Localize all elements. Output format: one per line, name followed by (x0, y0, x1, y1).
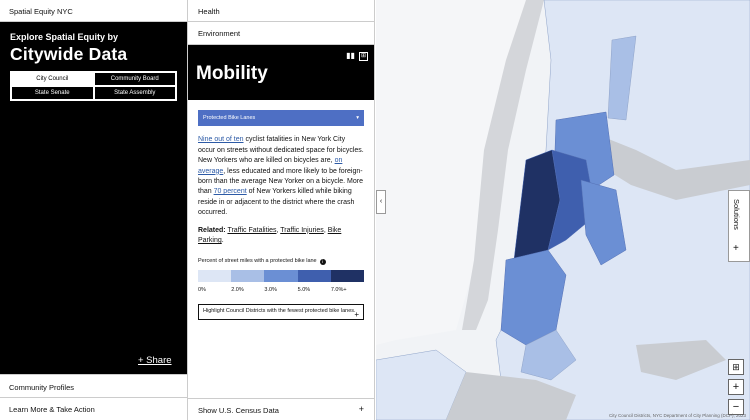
related-traffic-fatalities[interactable]: Traffic Fatalities (227, 226, 277, 234)
plus-icon: + (733, 243, 739, 254)
link-70-percent[interactable]: 70 percent (213, 188, 247, 196)
census-data-toggle[interactable]: Show U.S. Census Data + (188, 398, 374, 420)
legend-swatch (297, 269, 331, 282)
hudson-river (462, 0, 544, 330)
metric-description: Nine out of ten cyclist fatalities in Ne… (198, 135, 364, 218)
zoom-in-button[interactable]: + (728, 379, 744, 395)
related-links: Related: Traffic Fatalities, Traffic Inj… (198, 226, 342, 245)
legend-swatch (231, 269, 265, 282)
district-bronx-west (607, 35, 637, 121)
geography-selector: City Council Community Board State Senat… (10, 71, 177, 101)
info-icon[interactable]: i (319, 258, 326, 265)
metric-body: Protected Bike Lanes ▾ Nine out of ten c… (188, 100, 374, 330)
solutions-button[interactable]: Solutions + (728, 190, 750, 262)
section-header: ▮▮ ⊞ Mobility (188, 45, 374, 100)
description-text-3: of New Yorkers killed while biking resid… (198, 188, 355, 217)
geo-city-council-button[interactable]: City Council (11, 72, 94, 86)
left-panel: Spatial Equity NYC Explore Spatial Equit… (0, 0, 187, 420)
district-east-side (547, 149, 597, 251)
related-traffic-injuries[interactable]: Traffic Injuries (280, 226, 324, 234)
zoom-out-button[interactable]: − (728, 399, 744, 415)
legend-label: 7.0%+ (330, 286, 347, 293)
district-map[interactable] (376, 0, 750, 420)
nj-land (376, 0, 526, 345)
hero-subtitle: Explore Spatial Equity by (10, 32, 119, 42)
description-text-1: cyclist fatalities in New York City occu… (198, 136, 364, 165)
collapse-panel-button[interactable]: ‹ (376, 190, 386, 214)
highlight-districts-toggle[interactable]: Highlight Council Districts with the few… (198, 304, 364, 320)
bar-chart-icon[interactable]: ▮▮ (346, 51, 355, 60)
community-profiles-link[interactable]: Community Profiles (0, 374, 187, 398)
related-bike-parking[interactable]: Bike Parking (198, 226, 342, 245)
section-title: Mobility (196, 63, 268, 84)
district-queens-west (580, 179, 627, 266)
legend-label: 3.0% (264, 286, 277, 293)
plus-icon: + (358, 404, 364, 414)
legend-swatch (330, 269, 365, 282)
site-name[interactable]: Spatial Equity NYC (0, 0, 187, 22)
chevron-down-icon: ▾ (356, 115, 359, 121)
geo-state-assembly-button[interactable]: State Assembly (93, 86, 176, 100)
hero: Explore Spatial Equity by Citywide Data … (0, 22, 187, 109)
legend-swatch (198, 269, 232, 282)
learn-more-link[interactable]: Learn More & Take Action (0, 398, 187, 420)
share-link[interactable]: + Share (138, 355, 172, 366)
legend-label: 5.0% (297, 286, 311, 293)
lower-bay (446, 372, 576, 420)
related-label: Related: (198, 226, 226, 234)
metric-select-value: Protected Bike Lanes (203, 115, 256, 121)
legend-scale (198, 269, 365, 282)
hero-title: Citywide Data (10, 44, 128, 64)
east-river (586, 130, 750, 200)
map-attribution: City Council Districts, NYC Department o… (608, 413, 746, 418)
geo-state-senate-button[interactable]: State Senate (11, 86, 94, 100)
jamaica-bay (636, 340, 726, 380)
category-panel: Health Environment ▮▮ ⊞ Mobility Protect… (187, 0, 375, 420)
category-environment[interactable]: Environment (188, 22, 374, 45)
category-health[interactable]: Health (188, 0, 374, 22)
solutions-label: Solutions (732, 199, 741, 230)
link-on-average[interactable]: on average (198, 157, 343, 175)
plus-icon: + (354, 310, 359, 320)
legend-title: Percent of street miles with a protected… (198, 256, 364, 266)
map-view[interactable]: ‹ Solutions + ⊞ + − City Council Distric… (376, 0, 750, 420)
legend-label: 2.0% (231, 286, 244, 293)
legend-swatch (264, 269, 298, 282)
metric-select[interactable]: Protected Bike Lanes ▾ (198, 110, 364, 127)
transit-icon[interactable]: ⊞ (728, 359, 744, 375)
legend-label: 0% (198, 286, 206, 293)
district-brooklyn-south (520, 329, 577, 381)
census-label: Show U.S. Census Data (198, 406, 279, 415)
highlight-text: Highlight Council Districts with the few… (203, 308, 356, 315)
geo-community-board-button[interactable]: Community Board (93, 72, 176, 86)
link-nine-out-of-ten[interactable]: Nine out of ten (198, 136, 244, 144)
legend-title-text: Percent of street miles with a protected… (198, 258, 317, 265)
description-text-2: , less educated and more likely to be fo… (198, 167, 363, 196)
view-toggle: ▮▮ ⊞ (346, 52, 368, 61)
map-icon[interactable]: ⊞ (359, 52, 368, 61)
legend-labels: 0% 2.0% 3.0% 5.0% 7.0%+ (198, 285, 364, 295)
